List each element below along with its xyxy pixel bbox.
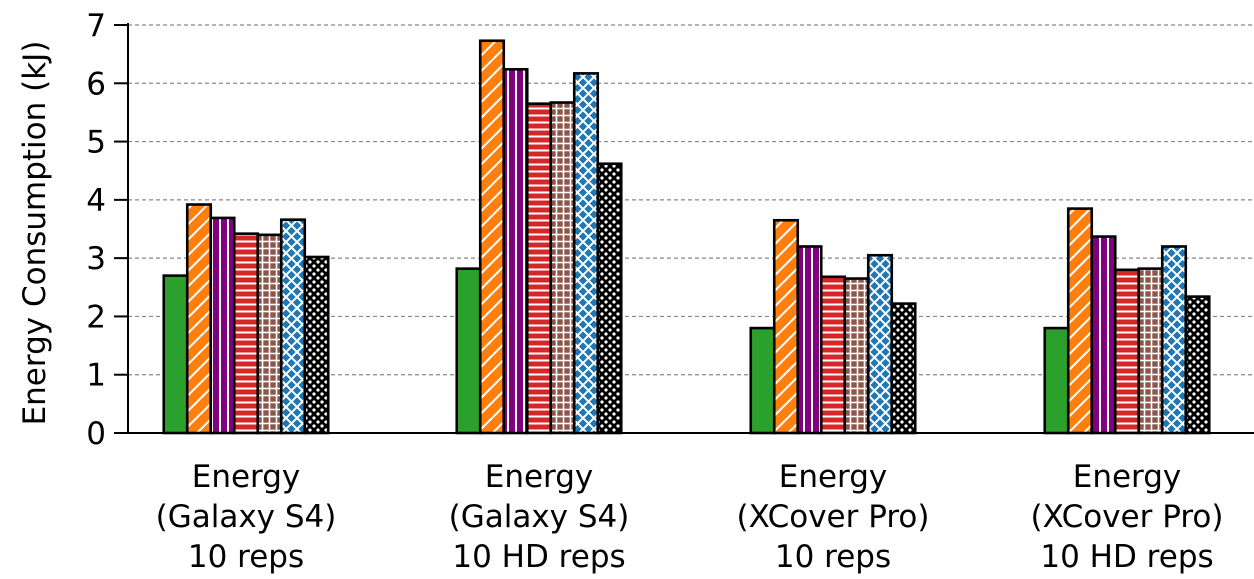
x-category-label-line: 10 reps bbox=[188, 539, 304, 574]
x-category-label-line: (Galaxy S4) bbox=[156, 499, 337, 535]
x-category-label-line: (XCover Pro) bbox=[737, 499, 930, 535]
bar-series-6-group-1 bbox=[279, 218, 307, 435]
x-category-label-line: 10 reps bbox=[775, 539, 891, 574]
x-category-label-line: Energy bbox=[485, 459, 594, 495]
x-category-label: Energy (Galaxy S4) 10 reps bbox=[156, 459, 337, 574]
bar-series-6-group-2 bbox=[572, 72, 600, 435]
x-category-label: Energy (Galaxy S4) 10 HD reps bbox=[449, 459, 630, 574]
bar-series-1-group-3 bbox=[749, 326, 776, 435]
y-tick-label: 6 bbox=[86, 66, 106, 102]
y-tick-label: 0 bbox=[86, 416, 106, 452]
bar-series-3-group-2 bbox=[502, 67, 529, 435]
x-category-label-line: (XCover Pro) bbox=[1031, 499, 1224, 535]
bar-series-7-group-2 bbox=[596, 162, 623, 435]
bar-series-7-group-4 bbox=[1184, 295, 1211, 435]
y-tick-label: 2 bbox=[86, 299, 106, 335]
axes bbox=[114, 23, 1254, 434]
bar-series-5-group-2 bbox=[549, 101, 576, 435]
bar-series-2-group-2 bbox=[478, 39, 506, 435]
bars bbox=[162, 39, 1211, 435]
bar-series-6-group-3 bbox=[866, 253, 894, 435]
x-category-label-line: 10 HD reps bbox=[452, 539, 625, 574]
bar-series-1-group-1 bbox=[162, 274, 189, 435]
bar-series-4-group-2 bbox=[525, 102, 553, 435]
bar-series-6-group-4 bbox=[1160, 245, 1188, 435]
y-tick-label: 4 bbox=[86, 183, 106, 219]
y-tick-label: 1 bbox=[86, 358, 106, 394]
labels: 0 1 2 3 4 5 6 7 Energy Consumption (kJ) Energy (Ga… bbox=[17, 8, 1224, 575]
x-category-label: Energy (XCover Pro) 10 HD reps bbox=[1031, 459, 1224, 574]
bar-series-4-group-1 bbox=[232, 232, 260, 435]
bar-series-2-group-4 bbox=[1066, 207, 1094, 435]
x-category-label-line: Energy bbox=[1073, 459, 1182, 495]
y-tick-label: 3 bbox=[86, 241, 106, 277]
y-tick-label: 7 bbox=[86, 8, 106, 44]
bar-series-7-group-3 bbox=[890, 302, 917, 435]
bar-series-4-group-4 bbox=[1113, 268, 1141, 435]
y-tick-label: 5 bbox=[86, 125, 106, 161]
x-category-label: Energy (XCover Pro) 10 reps bbox=[737, 459, 930, 574]
x-category-label-line: Energy bbox=[192, 459, 301, 495]
bar-series-1-group-2 bbox=[455, 267, 482, 435]
x-category-label-line: Energy bbox=[779, 459, 888, 495]
bar-series-2-group-1 bbox=[185, 203, 213, 435]
x-category-label-line: (Galaxy S4) bbox=[449, 499, 630, 535]
y-axis-label: Energy Consumption (kJ) bbox=[17, 41, 53, 426]
bar-series-7-group-1 bbox=[303, 255, 330, 435]
bar-series-3-group-3 bbox=[796, 245, 823, 435]
bar-series-4-group-3 bbox=[819, 275, 847, 435]
bar-series-3-group-4 bbox=[1090, 235, 1117, 435]
grid-lines bbox=[128, 24, 1254, 376]
bar-series-5-group-3 bbox=[843, 277, 870, 435]
bar-series-3-group-1 bbox=[209, 216, 236, 435]
bar-series-1-group-4 bbox=[1043, 326, 1070, 435]
bar-series-2-group-3 bbox=[772, 218, 800, 435]
bar-series-5-group-4 bbox=[1137, 267, 1164, 435]
x-category-label-line: 10 HD reps bbox=[1040, 539, 1213, 574]
bar-series-5-group-1 bbox=[256, 233, 283, 435]
